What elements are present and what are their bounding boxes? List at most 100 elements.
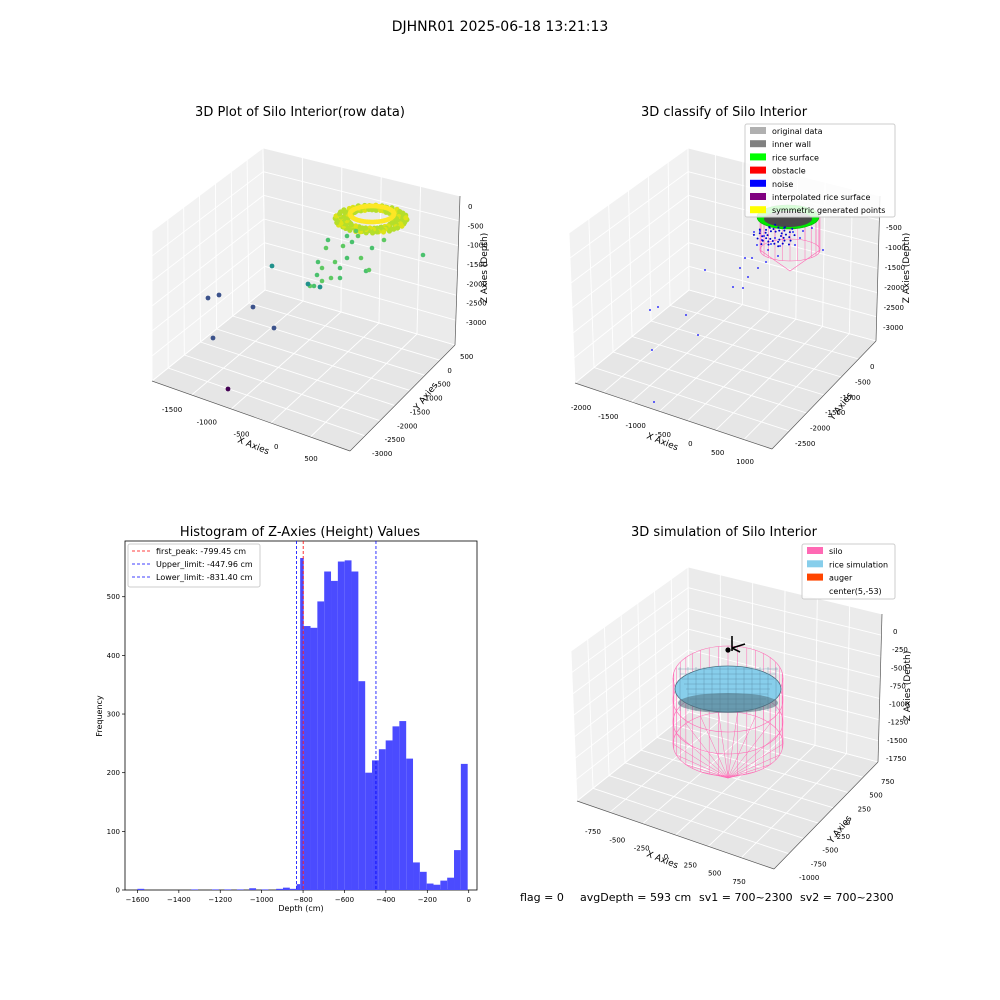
tick-label: -500 (468, 222, 484, 230)
data-point (332, 259, 338, 265)
noise-point (765, 228, 768, 231)
tick-label: -1500 (598, 413, 618, 421)
noise-point (802, 230, 804, 232)
noise-point (767, 243, 770, 246)
noise-point (768, 225, 771, 228)
noise-point (773, 242, 776, 245)
footer-flag: flag = 0 (520, 891, 564, 904)
wall-grid-line (151, 147, 264, 232)
wall-grid-line (687, 566, 883, 615)
silo-cone-wire (672, 743, 729, 779)
noise-point (765, 237, 768, 240)
noise-point (769, 230, 772, 233)
data-point (269, 263, 275, 269)
noise-point (752, 233, 755, 236)
data-point (250, 304, 256, 310)
axis-line (875, 195, 881, 342)
wall-grid-line (570, 566, 689, 652)
noise-point (739, 267, 741, 269)
legend-swatch (750, 206, 766, 214)
histogram-bar (419, 871, 427, 890)
wall-grid-line (151, 265, 265, 357)
data-point (210, 335, 216, 341)
histogram-bar (351, 571, 359, 890)
legend-label: Lower_limit: -831.40 cm (156, 573, 253, 582)
data-point (225, 386, 231, 392)
wall-grid-line (151, 194, 264, 282)
data-point (391, 210, 397, 216)
back-wall (263, 148, 460, 345)
silo-cone-wire (685, 764, 729, 779)
data-point (380, 229, 387, 235)
legend-label: interpolated rice surface (772, 193, 870, 202)
legend-label: inner wall (772, 140, 811, 149)
data-point (314, 272, 320, 278)
tick-label: 250 (858, 805, 871, 813)
histogram-bar (372, 760, 379, 890)
tick-label: -500 (891, 664, 907, 672)
axis-line (574, 382, 773, 450)
floor-grid-line (642, 728, 753, 825)
tick-label: -250 (634, 845, 650, 853)
wall-grid-line (574, 649, 689, 738)
tick-label: -1500 (467, 261, 487, 269)
data-point (344, 233, 350, 239)
tick-label: 0 (846, 819, 850, 827)
noise-point (779, 245, 781, 247)
x-tick-label: −200 (418, 896, 437, 904)
noise-point (704, 269, 706, 271)
tick-label: 0 (664, 853, 668, 861)
floor-pane (575, 290, 876, 449)
noise-point (761, 239, 764, 242)
histogram-bar (300, 558, 304, 890)
legend-label: first_peak: -799.45 cm (156, 547, 246, 556)
wall-grid-line (587, 638, 594, 789)
panel1-xlabel: X Axies (236, 436, 271, 458)
tick-label: -500 (435, 381, 451, 389)
histogram-bar (426, 883, 434, 890)
noise-point (657, 306, 659, 308)
histogram-bar (337, 561, 345, 890)
wall-grid-line (603, 626, 610, 776)
tick-label: 0 (688, 440, 692, 448)
tick-label: -1500 (885, 264, 905, 272)
floor-grid-line (593, 367, 790, 432)
floor-grid-line (640, 749, 834, 809)
histogram-bar (261, 889, 269, 890)
x-tick-label: −400 (376, 896, 395, 904)
wall-grid-line (263, 171, 460, 222)
tick-label: -1000 (625, 422, 645, 430)
tick-label: -500 (609, 836, 625, 844)
tick-label: -500 (234, 431, 250, 439)
legend-swatch (750, 193, 766, 200)
tick-label: 0 (468, 203, 472, 211)
noise-point (767, 240, 770, 243)
histogram-bar (331, 580, 338, 890)
histogram-ylabel: Frequency (95, 695, 104, 737)
noise-point (758, 232, 761, 235)
data-point (319, 278, 325, 284)
tick-label: -1000 (197, 418, 217, 426)
tick-label: -2500 (795, 440, 815, 448)
noise-point (811, 227, 813, 229)
axis-line (877, 613, 883, 763)
wall-grid-line (264, 265, 456, 321)
floor-grid-line (167, 367, 366, 437)
axis-line (349, 344, 456, 452)
data-point (311, 283, 317, 289)
silo-cone-wire (727, 764, 771, 779)
data-point (315, 259, 321, 265)
y-tick-label: 400 (107, 652, 120, 660)
axis-line (771, 340, 877, 450)
noise-point (649, 309, 651, 311)
tick-label: 500 (708, 870, 721, 878)
noise-point (780, 235, 782, 237)
noise-point (697, 334, 699, 336)
wall-grid-line (688, 628, 881, 678)
panel1-y-ticks: 500 0 -500 -1000 -1500 -2000 -2500 -3000 (372, 353, 473, 458)
wall-grid-line (620, 614, 626, 763)
noise-point (822, 249, 824, 251)
legend-label: rice simulation (829, 560, 888, 569)
x-tick-label: −1400 (167, 896, 191, 904)
